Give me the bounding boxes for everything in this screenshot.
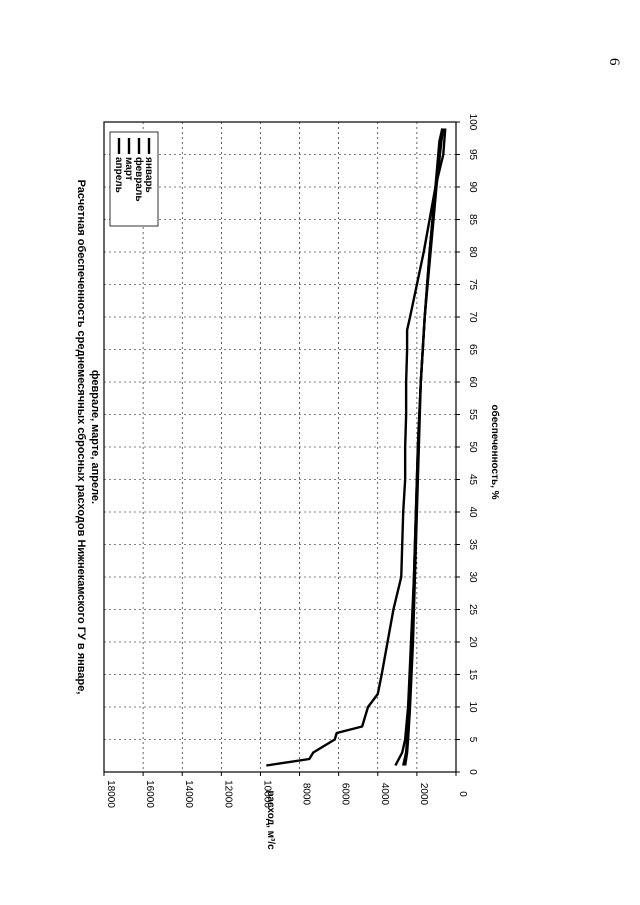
x-tick-label: 90 bbox=[467, 181, 478, 193]
x-tick-label: 0 bbox=[467, 769, 478, 775]
x-tick-label: 100 bbox=[467, 114, 478, 131]
x-tick-label: 60 bbox=[467, 376, 478, 388]
y-tick-label: 18000 bbox=[105, 780, 116, 808]
x-tick-label: 5 bbox=[467, 737, 478, 743]
legend-label: январь bbox=[143, 157, 154, 193]
y-tick-label: 4000 bbox=[379, 783, 390, 806]
x-tick-label: 50 bbox=[467, 441, 478, 453]
y-axis-label: расход, м³/с bbox=[265, 790, 276, 850]
x-tick-label: 70 bbox=[467, 311, 478, 323]
legend-label: февраль bbox=[133, 157, 145, 202]
y-tick-label: 0 bbox=[457, 791, 468, 797]
x-tick-label: 30 bbox=[467, 571, 478, 583]
x-tick-labels: 0 5 10 15 20 25 30 35 40 45 50 55 60 65 70 75 80 85 90 95 10… bbox=[456, 114, 478, 775]
chart-titles: Расчетная обеспеченность среднемесячных … bbox=[75, 180, 501, 851]
x-tick-label: 10 bbox=[467, 701, 478, 713]
x-tick-label: 75 bbox=[467, 279, 478, 291]
x-axis-label: обеспеченность, % bbox=[489, 404, 501, 499]
x-tick-label: 55 bbox=[467, 409, 478, 421]
x-tick-label: 65 bbox=[467, 344, 478, 356]
x-tick-label: 25 bbox=[467, 604, 478, 616]
y-tick-label: 14000 bbox=[183, 780, 194, 808]
series-line-4 bbox=[266, 128, 447, 767]
legend-label: апрель bbox=[113, 157, 124, 193]
chart-title-line: феврале, марте, апреле. bbox=[89, 370, 101, 504]
y-tick-labels: 0 2000 4000 6000 8000 10000 12000 14000 16000 180… bbox=[103, 772, 468, 808]
y-tick-label: 2000 bbox=[418, 783, 429, 806]
x-tick-label: 40 bbox=[467, 506, 478, 518]
x-tick-label: 20 bbox=[467, 636, 478, 648]
chart-title-line: Расчетная обеспеченность среднемесячных … bbox=[75, 180, 87, 695]
y-tick-label: 8000 bbox=[301, 783, 312, 806]
legend-label: март bbox=[123, 157, 134, 181]
x-tick-label: 80 bbox=[467, 246, 478, 258]
series-group bbox=[266, 128, 447, 767]
x-tick-label: 85 bbox=[467, 214, 478, 226]
y-tick-label: 16000 bbox=[144, 780, 155, 808]
x-tick-label: 35 bbox=[467, 539, 478, 551]
x-tick-label: 95 bbox=[467, 149, 478, 161]
y-tick-label: 6000 bbox=[340, 783, 351, 806]
grid bbox=[104, 122, 456, 772]
y-tick-label: 10000 bbox=[261, 780, 272, 808]
y-tick-label: 12000 bbox=[222, 780, 233, 808]
x-tick-label: 15 bbox=[467, 669, 478, 681]
x-tick-label: 45 bbox=[467, 474, 478, 486]
